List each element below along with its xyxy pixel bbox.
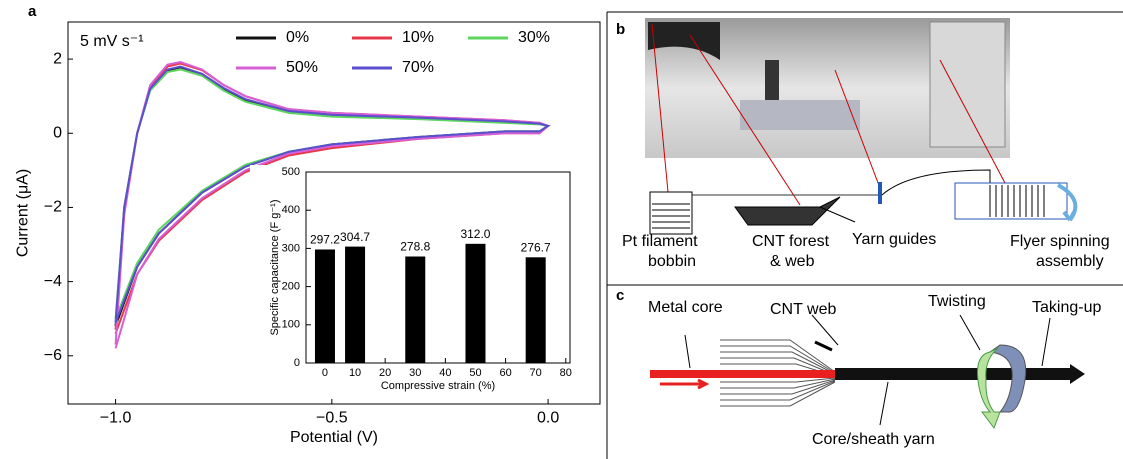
y-tick-label: 500 [282, 166, 300, 178]
y-tick-label: 300 [282, 242, 300, 254]
label: CNT forest [752, 233, 830, 250]
pointer [685, 335, 690, 368]
label: Taking-up [1032, 299, 1101, 316]
value-label: 297.2 [310, 233, 340, 247]
core-arrow [660, 380, 706, 388]
photo-part [765, 60, 779, 100]
y-tick-label: −4 [44, 273, 62, 290]
x-tick-label: 20 [379, 367, 391, 379]
y-tick-label: 200 [282, 281, 300, 293]
legend-label: 70% [402, 59, 434, 76]
photo-part [930, 22, 1005, 147]
pointer [880, 382, 888, 425]
y-tick-label: −6 [44, 347, 62, 364]
y-tick-label: 100 [282, 319, 300, 331]
x-tick-label: −1.0 [100, 410, 132, 427]
panel-label: c [616, 287, 624, 304]
bar [315, 249, 335, 363]
y-tick-label: 0 [53, 124, 62, 141]
pointer [1042, 318, 1050, 366]
bobbin-winding [652, 204, 690, 228]
panel-label: a [28, 3, 37, 20]
label: Flyer spinning [1010, 233, 1110, 250]
x-tick-label: 40 [439, 367, 451, 379]
label: CNT web [770, 301, 836, 318]
x-axis-label: Potential (V) [290, 429, 378, 446]
label: Twisting [928, 293, 986, 310]
y-tick-label: −2 [44, 199, 62, 216]
x-tick-label: −0.5 [316, 410, 348, 427]
web-arrow [815, 342, 832, 350]
x-tick-label: 0 [322, 367, 328, 379]
label: assembly [1036, 253, 1104, 270]
bar [405, 256, 425, 363]
bar [526, 257, 546, 363]
page: a b c Pt filament bobbin CNT forest & we… [0, 0, 1123, 459]
x-tick-label: 60 [499, 367, 511, 379]
labels: Pt filament bobbin CNT forest & web Yarn… [622, 231, 1110, 270]
label: Yarn guides [852, 231, 936, 248]
y-tick-label: 2 [53, 50, 62, 67]
pointer [812, 315, 838, 345]
value-label: 304.7 [340, 230, 370, 244]
annotation: 5 mV s⁻¹ [80, 33, 144, 50]
value-label: 278.8 [400, 240, 430, 254]
x-tick-label: 50 [469, 367, 481, 379]
legend-label: 30% [518, 29, 550, 46]
yarn-guide [878, 182, 882, 204]
pointer [960, 315, 980, 350]
x-tick-label: 70 [530, 367, 542, 379]
legend-label: 50% [286, 59, 318, 76]
x-tick-label: 10 [349, 367, 361, 379]
metal-core [650, 370, 835, 378]
y-axis-label: Current (μA) [14, 169, 31, 257]
x-tick-label: 30 [409, 367, 421, 379]
photo-part [740, 100, 860, 130]
x-tick-label: 80 [560, 367, 572, 379]
cnt-web [820, 207, 855, 222]
x-axis-label: Compressive strain (%) [381, 380, 495, 392]
label: Core/sheath yarn [812, 431, 935, 448]
panel-label: b [616, 21, 625, 38]
x-tick-label: 0.0 [537, 410, 559, 427]
cnt-forest [735, 197, 840, 225]
bar [345, 247, 365, 363]
flyer [955, 183, 1067, 219]
yarn [835, 364, 1085, 384]
label: & web [770, 253, 815, 270]
legend-label: 0% [286, 29, 309, 46]
y-axis-label: Specific capacitance (F g⁻¹) [269, 199, 281, 335]
y-tick-label: 400 [282, 204, 300, 216]
label: bobbin [648, 253, 696, 270]
y-tick-label: 0 [294, 357, 300, 369]
figure: a b c Pt filament bobbin CNT forest & we… [0, 0, 1123, 459]
flyer-winding [990, 185, 1044, 217]
bar [465, 244, 485, 363]
label: Metal core [648, 299, 723, 316]
twist-arrow-front [978, 348, 1001, 428]
label: Pt filament [622, 233, 698, 250]
value-label: 312.0 [460, 227, 490, 241]
value-label: 276.7 [521, 240, 551, 254]
legend-label: 10% [402, 29, 434, 46]
